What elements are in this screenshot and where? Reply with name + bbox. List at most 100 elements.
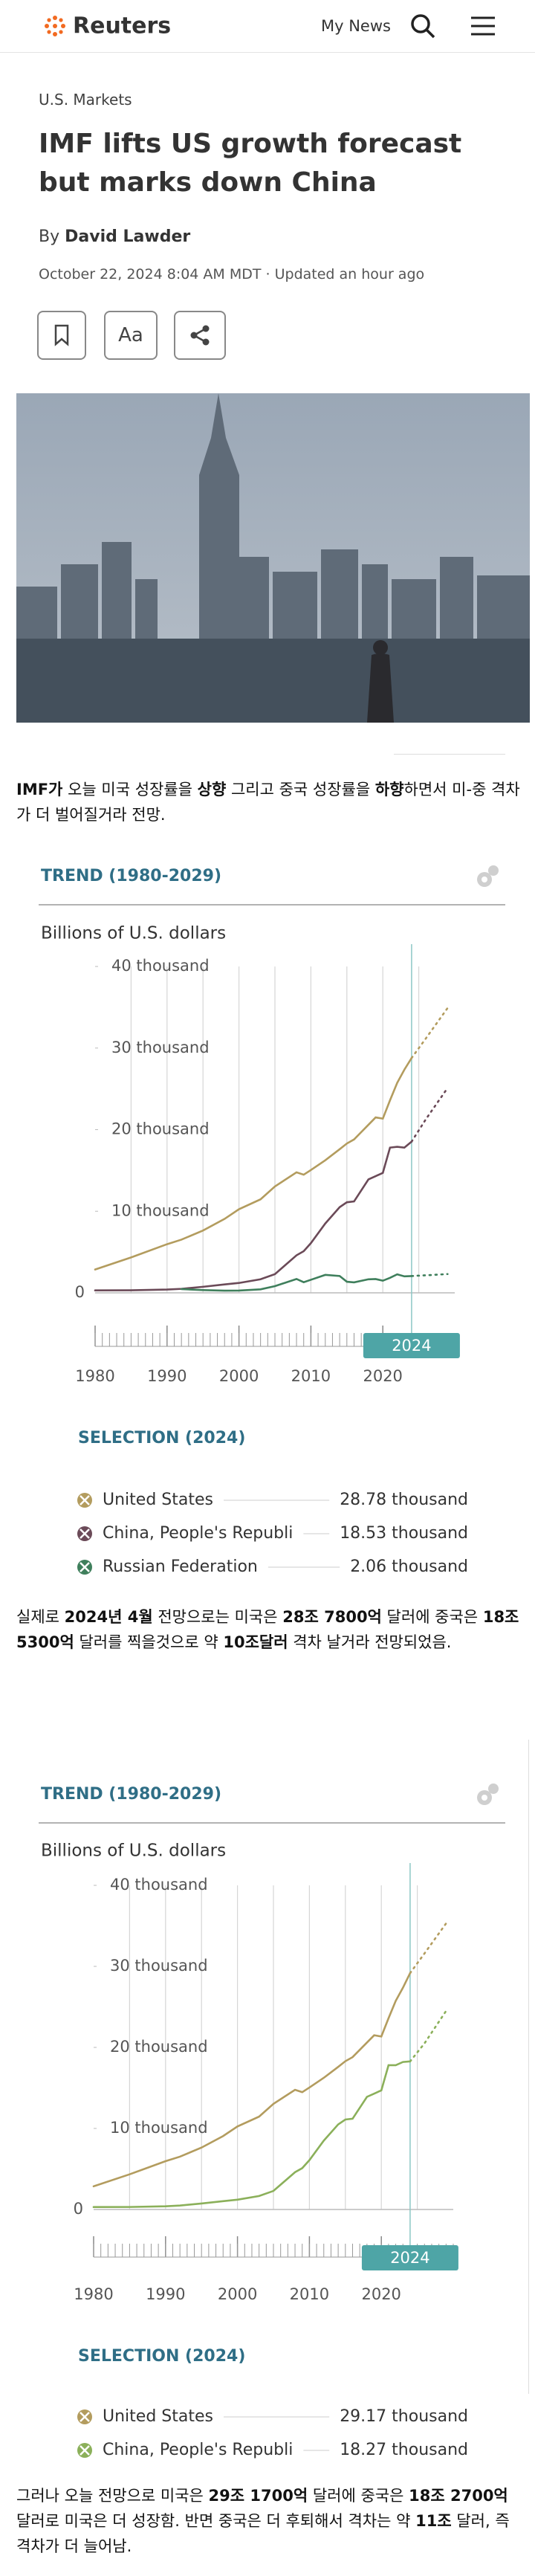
date: October 22, 2024 8:04 AM MDT · Updated a… xyxy=(39,266,425,283)
x-tick-label: 2010 xyxy=(291,1367,331,1385)
legend-label: United States xyxy=(103,1491,213,1509)
legend-marker-x xyxy=(80,1495,90,1505)
y-tick-label: 40 thousand xyxy=(110,1876,208,1894)
paragraph-text: 오늘 미국 성장률을 xyxy=(62,781,198,798)
paragraph-text: 달러에 중국은 xyxy=(308,2487,409,2505)
search-icon[interactable] xyxy=(411,14,435,39)
caption-rule xyxy=(394,754,505,755)
header-bar: Reuters My News xyxy=(45,13,495,39)
x-tick-label: 1990 xyxy=(146,2285,185,2303)
settings-icon[interactable] xyxy=(477,1783,499,1805)
projection-line xyxy=(410,1087,449,1143)
projection-line xyxy=(409,2010,447,2063)
series-line xyxy=(94,1140,413,1292)
article-photo xyxy=(16,393,530,723)
paragraph: 실제로 2024년 4월 전망으로는 미국은 28조 7800억 달러에 중국은… xyxy=(16,1604,522,1655)
author[interactable]: David Lawder xyxy=(65,227,191,246)
bookmark-icon xyxy=(54,324,69,346)
x-tick-label: 2020 xyxy=(361,2285,401,2303)
x-tick-label: 1980 xyxy=(75,1367,114,1385)
chart: TREND (1980-2029) Billions of U.S. dollar… xyxy=(39,1783,505,2459)
x-tick-label: 2020 xyxy=(363,1367,402,1385)
paragraph-text: 29조 1700억 xyxy=(208,2487,308,2505)
y-tick-label: 30 thousand xyxy=(110,1957,208,1975)
paragraph-text: 실제로 xyxy=(16,1608,65,1626)
y-tick-label: 10 thousand xyxy=(110,2119,208,2137)
legend-marker-x xyxy=(80,1562,90,1572)
paragraph-text: IMF가 xyxy=(16,781,63,798)
legend-marker-x xyxy=(80,2445,90,2456)
legend-title: SELECTION (2024) xyxy=(78,2347,245,2366)
gear-hole xyxy=(482,877,487,882)
legend-marker-x xyxy=(80,2412,90,2422)
x-tick-label: 1980 xyxy=(74,2285,113,2303)
y-axis-title: Billions of U.S. dollars xyxy=(41,1841,226,1861)
y-tick-label: 10 thousand xyxy=(111,1201,210,1219)
byline: By David Lawder xyxy=(39,227,190,246)
legend-item[interactable]: United States 28.78 thousand xyxy=(77,1491,468,1509)
logo-icon xyxy=(45,16,65,36)
y-tick-label: 0 xyxy=(74,2200,83,2218)
paragraph-text: 달러로 미국은 더 성장함. 반면 중국은 더 후퇴해서 격차는 약 xyxy=(16,2512,416,2530)
nav-link[interactable]: My News xyxy=(321,17,391,35)
paragraph-text: 격차 날거라 전망되었음. xyxy=(288,1633,452,1651)
x-tick-label: 2000 xyxy=(218,2285,257,2303)
paragraph-text: 상향 xyxy=(197,781,227,798)
gear xyxy=(488,865,499,876)
legend-item[interactable]: China, People's Republi 18.27 thousand xyxy=(77,2441,468,2459)
paragraph-text: 28조 7800억 xyxy=(282,1608,382,1626)
legend-value: 18.27 thousand xyxy=(340,2441,468,2459)
series-line xyxy=(92,1972,412,2188)
paragraph-text: 달러에 중국은 xyxy=(381,1608,483,1626)
paragraph-text: 전망으로는 미국은 xyxy=(152,1608,283,1626)
chart-title: TREND (1980-2029) xyxy=(41,867,221,885)
series-line xyxy=(92,2060,412,2209)
menu-icon[interactable] xyxy=(471,16,495,36)
marker-badge xyxy=(361,2245,458,2270)
series-line xyxy=(94,1056,413,1271)
paragraph-text: 그리고 중국 성장률을 xyxy=(226,781,375,798)
x-tick-label: 1990 xyxy=(147,1367,187,1385)
gear-hole xyxy=(482,1795,487,1801)
font-button[interactable]: Aa xyxy=(104,311,158,360)
by: By xyxy=(39,227,60,246)
legend-item[interactable]: United States 29.17 thousand xyxy=(77,2407,468,2426)
gear xyxy=(488,1783,499,1794)
y-axis-title: Billions of U.S. dollars xyxy=(41,924,226,943)
y-tick-label: 20 thousand xyxy=(111,1120,210,1138)
legend-value: 18.53 thousand xyxy=(340,1524,468,1543)
paragraph-text: 하면서 미-중 격차가 더 벌어질거라 전망. xyxy=(16,781,520,824)
legend-label: Russian Federation xyxy=(103,1557,258,1576)
projection-line xyxy=(409,1922,447,1975)
x-tick-label: 2000 xyxy=(219,1367,259,1385)
logo[interactable]: Reuters xyxy=(73,13,171,39)
paragraph-text: 10조달러 xyxy=(223,1633,288,1651)
legend-item[interactable]: Russian Federation 2.06 thousand xyxy=(77,1557,468,1576)
y-tick-label: 20 thousand xyxy=(110,2038,208,2056)
section-label[interactable]: U.S. Markets xyxy=(39,91,132,109)
legend-value: 28.78 thousand xyxy=(340,1491,468,1509)
legend-label: United States xyxy=(103,2407,213,2426)
y-tick-label: 0 xyxy=(75,1283,85,1301)
paragraph-text: 그러나 오늘 전망으로 미국은 xyxy=(16,2487,209,2505)
legend-label: China, People's Republi xyxy=(103,2441,293,2459)
marker-label: 2024 xyxy=(390,2249,429,2267)
paragraph-text: 달러를 찍을것으로 약 xyxy=(74,1633,224,1651)
paragraph-text: 달러, 즉 격차가 더 늘어남. xyxy=(16,2512,510,2555)
legend-label: China, People's Republi xyxy=(103,1524,293,1543)
bookmark-button[interactable] xyxy=(37,311,86,360)
projection-line xyxy=(410,1273,449,1277)
share-button[interactable] xyxy=(174,311,226,360)
marker-label: 2024 xyxy=(392,1337,431,1355)
marker-badge xyxy=(363,1333,460,1358)
chart: TREND (1980-2029) Billions of U.S. dollar… xyxy=(39,865,505,1576)
settings-icon[interactable] xyxy=(477,865,499,887)
chart-title: TREND (1980-2029) xyxy=(41,1785,221,1804)
paragraph-text: 18조 5300억 xyxy=(16,1608,519,1651)
legend-item[interactable]: China, People's Republi 18.53 thousand xyxy=(77,1524,468,1543)
paragraph-text: 2024년 4월 xyxy=(64,1608,153,1626)
legend-marker-x xyxy=(80,1529,90,1539)
projection-line xyxy=(410,1007,449,1059)
y-tick-label: 30 thousand xyxy=(111,1039,210,1056)
